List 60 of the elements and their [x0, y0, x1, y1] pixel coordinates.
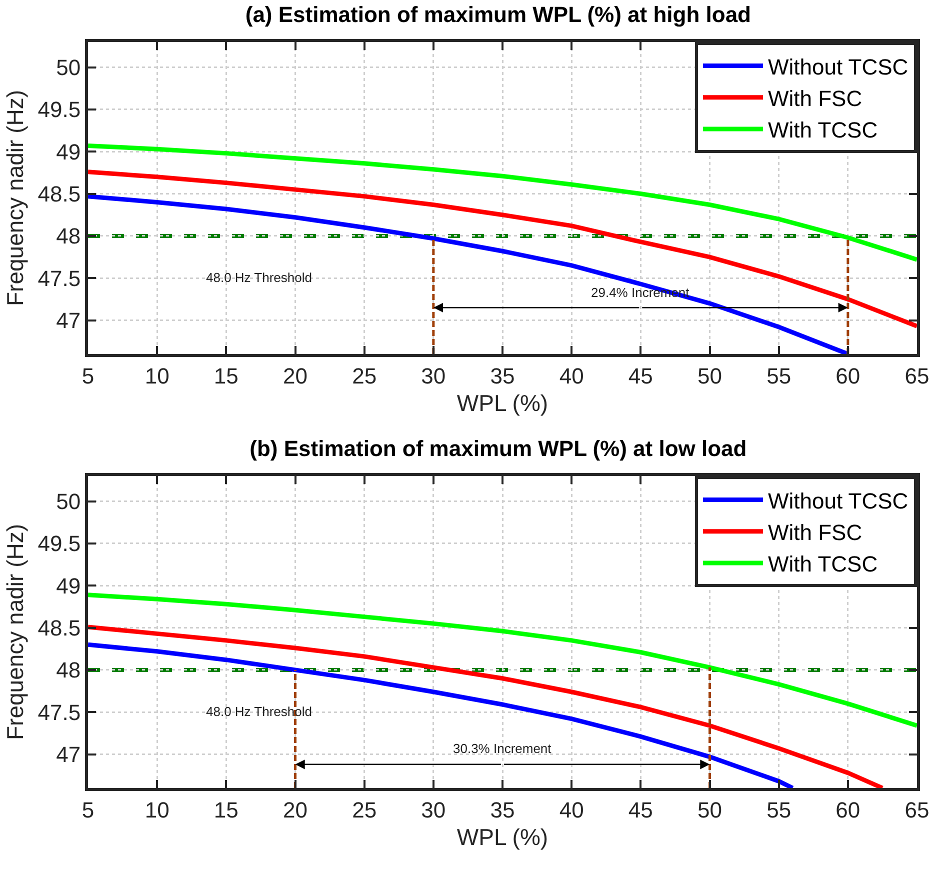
legend-label: With TCSC: [768, 118, 878, 143]
y-tick-label: 49.5: [38, 97, 81, 122]
line-series: [88, 143, 917, 262]
y-tick-label: 49: [56, 573, 81, 598]
annotation: 48.0 Hz Threshold: [206, 270, 312, 285]
y-tick-label: 48: [56, 224, 81, 249]
x-axis-title: WPL (%): [456, 390, 548, 416]
y-tick-label: 47: [56, 308, 81, 333]
x-tick-label: 45: [628, 363, 653, 388]
chart-title: (b) Estimation of maximum WPL (%) at low load: [250, 436, 747, 461]
x-tick-label: 25: [352, 797, 377, 822]
y-tick-label: 47: [56, 742, 81, 767]
x-tick-label: 15: [214, 797, 238, 822]
y-tick-label: 47.5: [38, 266, 81, 291]
y-tick-label: 49.5: [38, 531, 81, 556]
x-tick-label: 65: [904, 797, 930, 822]
legend-label: With TCSC: [768, 552, 878, 577]
y-tick-label: 49: [56, 139, 81, 164]
y-tick-label: 47.5: [38, 700, 81, 725]
x-tick-label: 30: [421, 797, 446, 822]
line-series: [88, 592, 917, 728]
x-tick-label: 50: [698, 797, 722, 822]
x-tick-label: 10: [144, 797, 170, 822]
y-tick-label: 48.5: [38, 615, 81, 640]
x-tick-label: 40: [559, 797, 584, 822]
x-tick-label: 20: [283, 797, 308, 822]
legend-label: With FSC: [768, 86, 862, 111]
y-tick-label: 48.5: [38, 181, 81, 206]
line-series: [88, 624, 885, 788]
x-tick-label: 40: [559, 363, 584, 388]
x-tick-label: 25: [352, 363, 377, 388]
chart-title: (a) Estimation of maximum WPL (%) at high load: [245, 2, 752, 27]
y-axis-title: Frequency nadir (Hz): [2, 524, 28, 740]
y-tick-label: 50: [56, 489, 81, 514]
line-series: [88, 170, 917, 328]
x-tick-label: 60: [836, 797, 860, 822]
line-series: [88, 642, 795, 788]
x-tick-label: 15: [214, 363, 238, 388]
x-tick-label: 45: [628, 797, 653, 822]
annotation: 48.0 Hz Threshold: [206, 704, 312, 719]
x-axis-title: WPL (%): [456, 824, 548, 850]
y-tick-label: 50: [56, 55, 81, 80]
legend-label: With FSC: [768, 520, 862, 545]
x-tick-label: 20: [283, 363, 308, 388]
x-tick-label: 5: [82, 797, 94, 822]
y-tick-label: 48: [56, 658, 81, 683]
legend-label: Without TCSC: [768, 488, 908, 514]
annotation: 30.3% Increment: [453, 741, 552, 756]
x-tick-label: 50: [698, 363, 722, 388]
x-tick-label: 35: [490, 363, 515, 388]
x-tick-label: 5: [82, 363, 94, 388]
y-axis-title: Frequency nadir (Hz): [2, 90, 28, 306]
x-tick-label: 35: [490, 797, 515, 822]
x-tick-label: 55: [766, 363, 792, 388]
x-tick-label: 55: [766, 797, 792, 822]
x-tick-label: 65: [904, 363, 930, 388]
x-tick-label: 30: [421, 363, 446, 388]
x-tick-label: 60: [836, 363, 860, 388]
legend-label: Without TCSC: [768, 54, 908, 80]
x-tick-label: 10: [144, 363, 170, 388]
